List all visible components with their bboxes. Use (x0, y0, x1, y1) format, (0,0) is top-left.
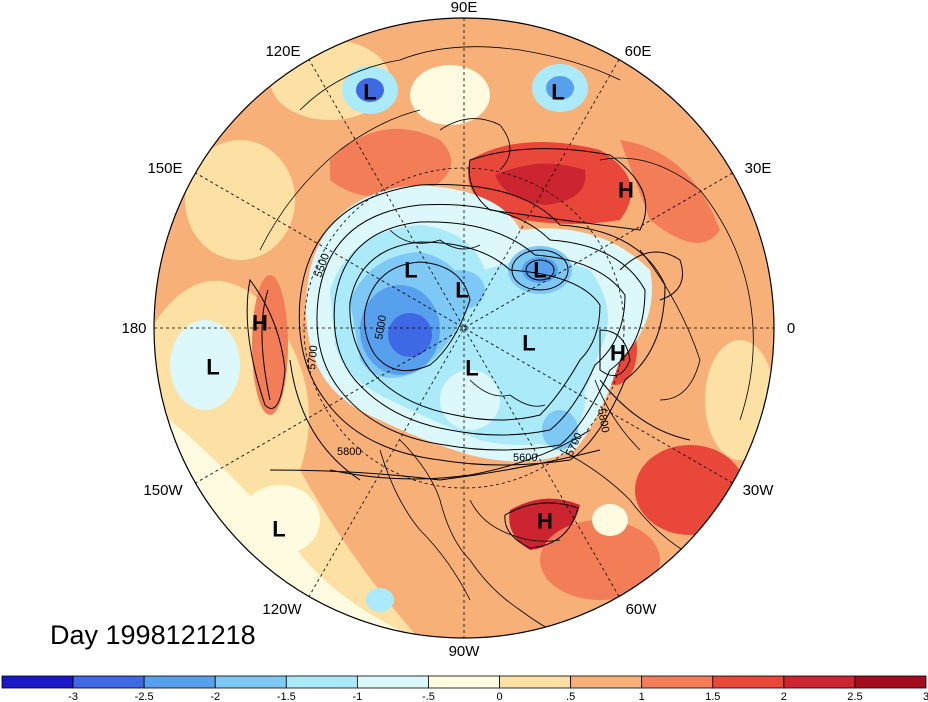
lon-label-90e: 90E (451, 0, 478, 16)
coastlines (259, 46, 754, 638)
lon-label-60e: 60E (625, 43, 652, 60)
colorbar-swatch (214, 675, 287, 689)
colorbar-swatch (1, 675, 74, 689)
colorbar-tick-label: 2.5 (847, 691, 862, 702)
colorbar-tick-label: -1.5 (277, 691, 296, 702)
pressure-center-low: L (363, 80, 376, 105)
pressure-center-low: L (522, 331, 535, 356)
pressure-center-high: H (252, 311, 268, 336)
lon-label-90w: 90W (449, 643, 481, 660)
colorbar-swatch (143, 675, 216, 689)
colorbar-tick-label: -1 (352, 691, 362, 702)
pressure-center-high: H (610, 341, 626, 366)
colorbar-tick-label: -2 (210, 691, 220, 702)
lon-label-0: 0 (787, 320, 795, 337)
colorbar-tick-label: 1.5 (705, 691, 720, 702)
lon-label-150w: 150W (143, 482, 183, 499)
colorbar-swatch (783, 675, 856, 689)
colorbar-swatch (499, 675, 572, 689)
contour-label: 5800 (595, 407, 611, 433)
lon-label-120e: 120E (265, 43, 300, 60)
colorbar-swatch (428, 675, 500, 689)
colorbar-tick-label: 2 (781, 691, 787, 702)
colorbar-tick-label: -3 (68, 691, 78, 702)
lon-label-30e: 30E (745, 160, 772, 177)
height-contours (246, 148, 691, 549)
colorbar: -3 -2.5 -2 -1.5 -1 -.5 0 .5 1 1.5 2 2.5 3 (1, 675, 928, 702)
colorbar-tick-label: 3 (923, 691, 928, 702)
graticule (154, 18, 774, 638)
pressure-center-low: L (404, 258, 417, 283)
pressure-center-high: H (618, 178, 634, 203)
pressure-center-high: H (537, 509, 553, 534)
lon-label-120w: 120W (262, 601, 302, 618)
lon-label-30w: 30W (743, 482, 775, 499)
colorbar-tick-label: -.5 (422, 691, 435, 702)
pressure-center-low: L (455, 278, 468, 303)
polar-stereographic-map: 90E 60E 30E 0 30W 60W 90W 120W 150W 180 … (121, 0, 795, 660)
colorbar-tick-label: -2.5 (135, 691, 154, 702)
colorbar-swatch (72, 675, 145, 689)
lon-label-150e: 150E (147, 160, 182, 177)
pressure-center-low: L (551, 80, 564, 105)
contour-label: 5600 (513, 452, 537, 464)
day-timestamp-label: Day 1998121218 (50, 620, 256, 650)
contour-label: 5700 (306, 345, 320, 370)
colorbar-swatch (285, 675, 358, 689)
pressure-center-low: L (206, 355, 219, 380)
colorbar-tick-label: 0 (496, 691, 502, 702)
map-boundary (153, 17, 775, 639)
colorbar-swatch (854, 675, 927, 689)
colorbar-swatch (641, 675, 714, 689)
lon-label-60w: 60W (626, 601, 658, 618)
pressure-center-low: L (272, 517, 285, 542)
colorbar-swatch (356, 675, 429, 689)
pressure-center-low: L (465, 356, 478, 381)
colorbar-swatch (570, 675, 643, 689)
contour-label: 5800 (337, 446, 361, 458)
colorbar-tick-label: .5 (566, 691, 575, 702)
colorbar-swatch (712, 675, 785, 689)
contour-label: 5000 (373, 314, 389, 340)
lon-label-180: 180 (121, 320, 146, 337)
pressure-center-low: L (533, 258, 546, 283)
colorbar-tick-label: 1 (639, 691, 645, 702)
